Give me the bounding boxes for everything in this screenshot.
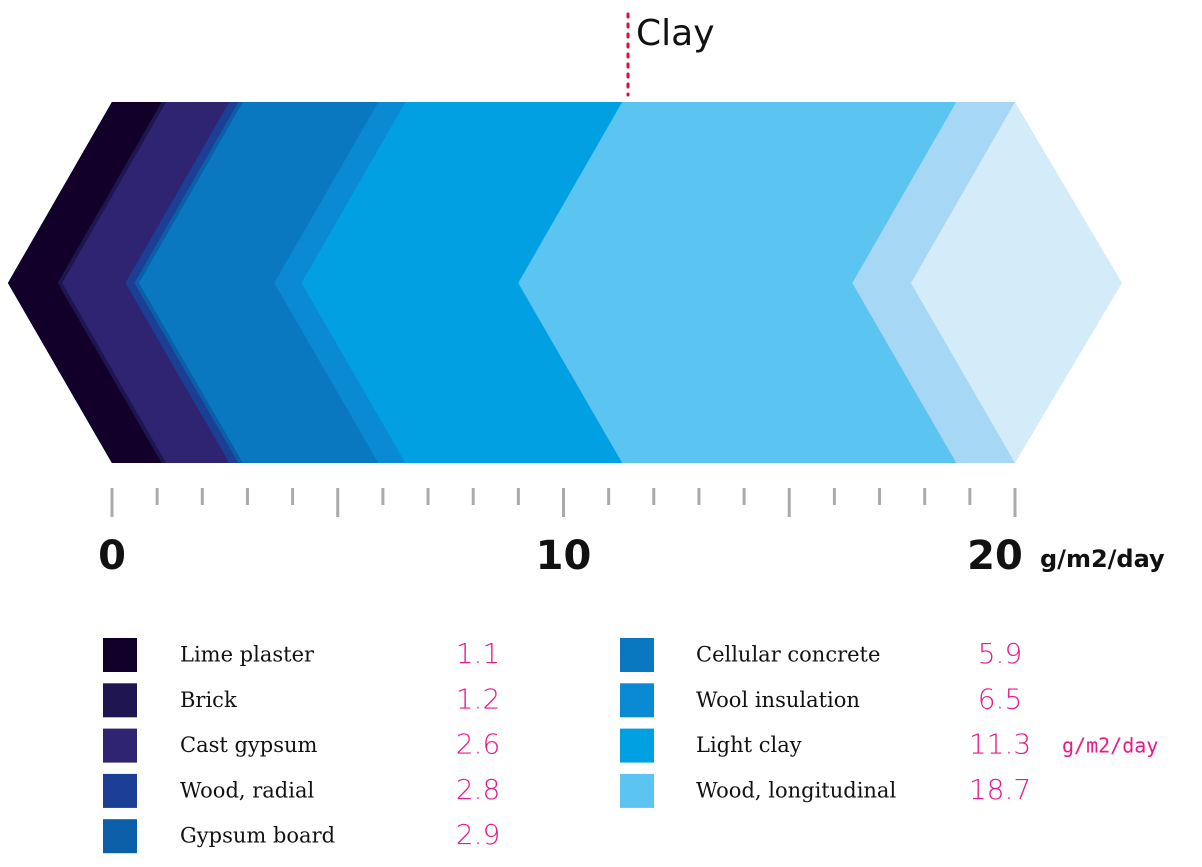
legend-label: Wool insulation [696, 688, 860, 712]
annotation: Clay [636, 13, 715, 54]
legend-label: Cast gypsum [180, 733, 318, 757]
legend-label: Gypsum board [180, 824, 335, 848]
axis-unit: g/m2/day [1040, 545, 1165, 573]
legend-swatch [103, 728, 137, 763]
legend-swatch [103, 638, 137, 672]
legend-label: Lime plaster [180, 643, 315, 667]
legend-swatch [103, 819, 137, 854]
legend-value: 1.1 [456, 637, 501, 670]
legend-swatch [103, 683, 137, 718]
legend-unit: g/m2/day [1062, 734, 1158, 758]
legend-swatch [620, 728, 654, 763]
legend-swatch [620, 773, 654, 808]
x-tick-label: 0 [98, 533, 126, 579]
legend-label: Wood, radial [180, 778, 314, 802]
legend-label: Light clay [696, 733, 802, 757]
legend-label: Cellular concrete [696, 643, 880, 667]
legend-value: 2.8 [456, 773, 501, 806]
layer [8, 102, 162, 463]
legend-value: 2.9 [456, 818, 501, 851]
legend-value: 6.5 [978, 682, 1023, 715]
legend-value: 11.3 [969, 728, 1031, 761]
legend-value: 2.6 [456, 728, 501, 761]
legend-value: 5.9 [978, 637, 1023, 670]
legend-value: 1.2 [456, 682, 501, 715]
x-tick-label: 20 [967, 533, 1023, 579]
legend-label: Brick [180, 688, 237, 712]
legend-swatch [620, 638, 654, 672]
legend-label: Wood, longitudinal [696, 778, 896, 802]
legend-swatch [103, 773, 137, 808]
x-tick-label: 10 [536, 533, 592, 579]
legend-value: 18.7 [969, 773, 1031, 806]
legend-swatch [620, 683, 654, 718]
